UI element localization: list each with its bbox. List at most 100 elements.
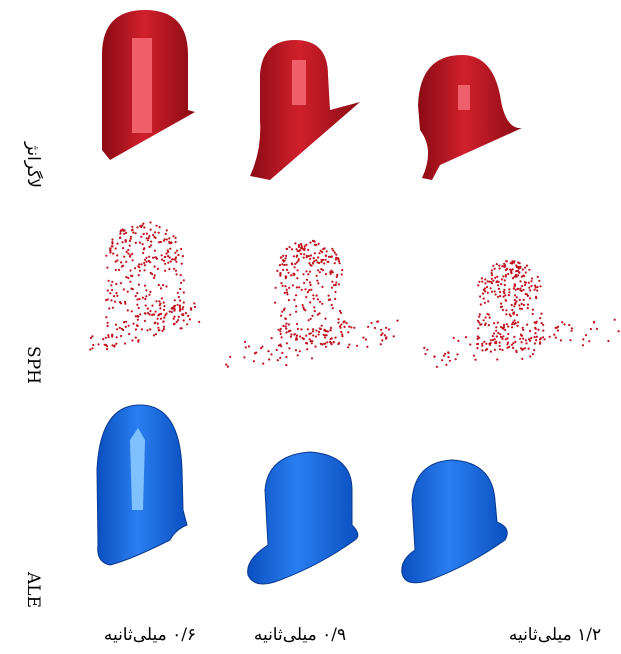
particle [149,244,153,247]
particle [131,339,134,342]
particle [331,307,334,310]
particle [297,259,300,262]
particle [510,343,513,346]
particle [302,248,305,251]
particle [490,269,493,272]
particle [480,323,483,326]
particle [145,295,148,298]
particle [128,332,131,336]
particle [279,273,282,276]
particle [329,326,333,329]
particle [116,328,119,331]
particle [490,290,494,293]
particle [313,252,316,255]
particle [130,310,133,313]
particle [114,260,117,263]
particle [163,316,166,319]
particle [495,263,498,266]
particle [484,290,487,293]
particle [169,247,172,250]
particle [303,281,306,285]
particle [315,274,318,277]
particle [540,312,543,315]
particle [173,299,176,302]
particle [476,335,479,338]
red-body [418,55,522,180]
particle [531,308,535,311]
particle [481,280,484,283]
particle [278,264,282,267]
particle [588,340,591,343]
particle [503,279,506,282]
particle [267,350,270,353]
particle [308,338,311,341]
particle [109,251,112,254]
particle [485,348,489,351]
particle [317,333,320,336]
particle [519,347,523,350]
particle [157,326,160,329]
particle [554,336,557,339]
particle [154,310,157,313]
particle [106,321,109,324]
particle [528,286,531,289]
particle [174,251,177,254]
particle [109,247,112,250]
particle [503,283,506,287]
particle [504,264,507,267]
particle [165,285,168,288]
particle [158,241,161,244]
particle [118,236,122,239]
particle [111,238,114,241]
red-body [250,40,360,180]
particle [151,272,154,276]
particle [503,288,506,291]
particle [493,341,497,344]
particle [526,307,529,310]
particle [285,268,289,271]
row-label: SPH [23,346,43,384]
particle [122,247,125,250]
particle [141,243,144,246]
particle [131,259,134,262]
particle [125,276,128,279]
particle [508,313,511,316]
particle [519,287,522,290]
particle [176,303,179,306]
particle [110,284,113,287]
particle [539,337,543,340]
particle [244,346,247,349]
particle [476,337,479,340]
particle [341,333,344,336]
particle [500,302,503,305]
particle [337,318,340,321]
particle [441,359,444,362]
particle [376,320,379,323]
particle [329,340,332,343]
particle [315,259,318,262]
particle [495,329,498,332]
particle [279,356,282,359]
particle [501,265,504,268]
particle [348,343,351,346]
particle [593,320,596,323]
particle [137,340,140,343]
particle [504,328,507,331]
particle [311,340,314,343]
particle [320,260,323,264]
particle [119,282,122,285]
particle [277,328,280,331]
particle [144,297,147,301]
particle [335,256,338,259]
particle [127,248,130,252]
particle [327,255,330,258]
particle [472,354,476,357]
particle [508,288,511,291]
particle [145,289,148,292]
particle [539,285,542,288]
particle [284,285,287,288]
particle [442,354,445,357]
particle [136,303,139,306]
particle [134,267,137,270]
particle [350,326,353,329]
